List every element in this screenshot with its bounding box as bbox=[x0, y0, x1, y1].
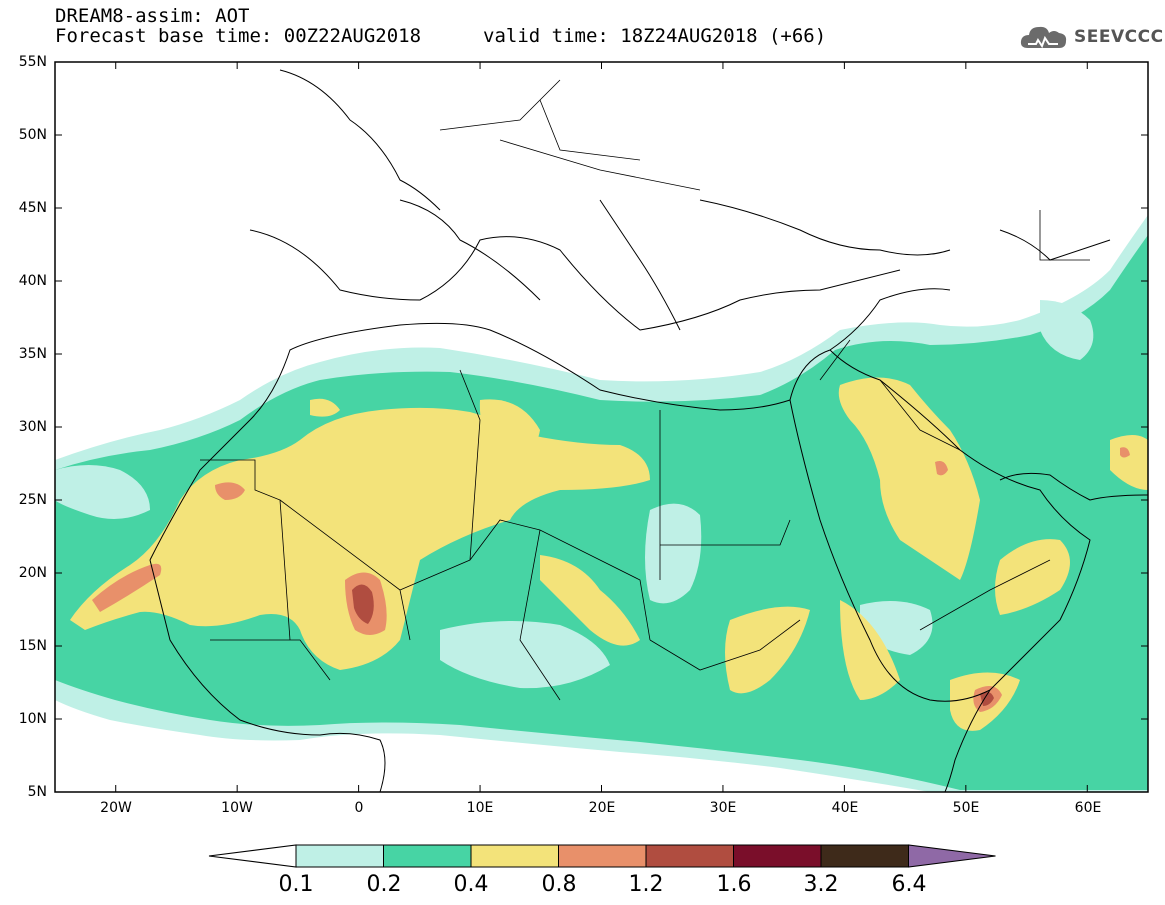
chart-title: DREAM8-assim: AOT bbox=[55, 5, 250, 27]
lat-label: 25N bbox=[18, 492, 47, 508]
coastlines bbox=[149, 69, 1148, 792]
colorbar-label: 0.4 bbox=[453, 872, 489, 897]
logo-text: SEEVCCC bbox=[1074, 27, 1164, 47]
colorbar-label: 0.1 bbox=[278, 872, 314, 897]
lat-label: 20N bbox=[18, 565, 47, 581]
lat-label: 30N bbox=[18, 419, 47, 435]
lon-label: 20W bbox=[100, 800, 132, 816]
colorbar-label: 6.4 bbox=[891, 872, 927, 897]
lat-label: 10N bbox=[18, 711, 47, 727]
lon-label: 10E bbox=[466, 800, 494, 816]
lat-label: 35N bbox=[18, 346, 47, 362]
forecast-base-time: Forecast base time: 00Z22AUG2018 bbox=[55, 25, 422, 47]
lon-label: 10W bbox=[221, 800, 253, 816]
lat-label: 15N bbox=[18, 638, 47, 654]
country-borders bbox=[200, 79, 1090, 701]
lon-label: 60E bbox=[1074, 800, 1102, 816]
lat-label: 55N bbox=[18, 54, 47, 70]
lat-label: 45N bbox=[18, 200, 47, 216]
lat-label: 40N bbox=[18, 273, 47, 289]
seevccc-logo: SEEVCCC bbox=[1018, 22, 1164, 52]
lon-label: 20E bbox=[588, 800, 616, 816]
aot-band-1.2 bbox=[352, 584, 374, 624]
colorbar-label: 1.6 bbox=[716, 872, 752, 897]
cloud-icon bbox=[1020, 26, 1067, 49]
lat-label: 50N bbox=[18, 127, 47, 143]
lon-label: 30E bbox=[709, 800, 737, 816]
axis-ticks bbox=[55, 61, 1148, 793]
colorbar-label: 1.2 bbox=[628, 872, 664, 897]
lat-label: 5N bbox=[27, 784, 47, 800]
lon-label: 50E bbox=[952, 800, 980, 816]
aot-band-0.4 bbox=[70, 407, 650, 670]
lon-label: 0 bbox=[354, 800, 364, 816]
colorbar-label: 0.8 bbox=[541, 872, 577, 897]
valid-time: valid time: 18Z24AUG2018 (+66) bbox=[483, 25, 827, 47]
colorbar-label: 0.2 bbox=[366, 872, 402, 897]
lon-label: 40E bbox=[831, 800, 859, 816]
colorbar-label: 3.2 bbox=[803, 872, 839, 897]
